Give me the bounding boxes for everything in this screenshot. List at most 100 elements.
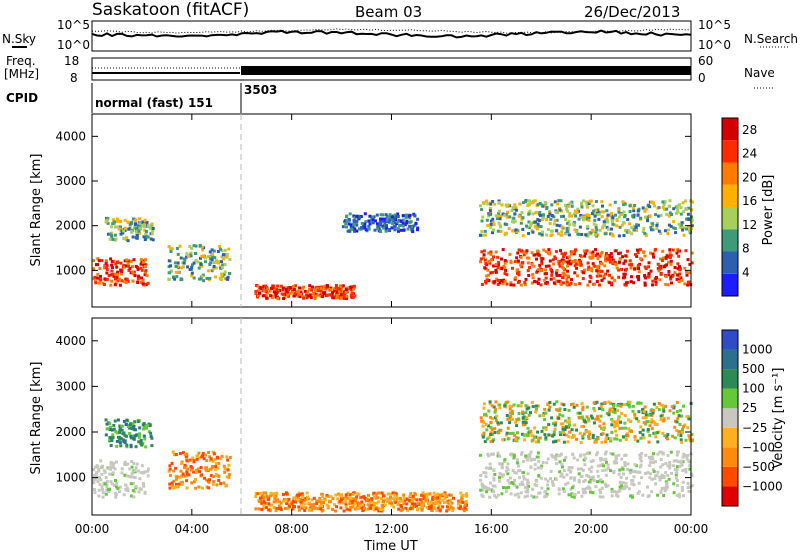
heatmap-cell (615, 420, 619, 424)
heatmap-cell (123, 441, 127, 445)
heatmap-cell (422, 497, 426, 501)
heatmap-cell (104, 433, 108, 437)
heatmap-cell (208, 250, 212, 254)
heatmap-cell (390, 226, 394, 230)
heatmap-cell (490, 452, 494, 456)
heatmap-cell (601, 408, 605, 412)
heatmap-cell (443, 497, 447, 501)
heatmap-cell (412, 502, 416, 506)
heatmap-cell (500, 203, 504, 207)
heatmap-cell (598, 254, 602, 258)
heatmap-cell (174, 270, 178, 274)
heatmap-cell (305, 293, 309, 297)
colorbar-segment (722, 427, 738, 448)
heatmap-cell (375, 222, 379, 226)
heatmap-cell (594, 248, 597, 252)
heatmap-cell (661, 463, 665, 467)
heatmap-cell (544, 437, 548, 441)
heatmap-cell (621, 255, 624, 259)
heatmap-cell (522, 471, 526, 475)
heatmap-cell (567, 408, 571, 412)
heatmap-cell (498, 476, 501, 480)
heatmap-cell (125, 443, 129, 447)
heatmap-cell (546, 457, 550, 461)
heatmap-cell (371, 505, 375, 509)
heatmap-cell (611, 258, 615, 262)
heatmap-cell (648, 464, 652, 468)
heatmap-cell (566, 221, 569, 225)
heatmap-cell (506, 468, 510, 472)
heatmap-cell (410, 502, 414, 506)
heatmap-cell (582, 432, 586, 436)
heatmap-cell (643, 215, 647, 219)
heatmap-cell (538, 436, 542, 440)
heatmap-cell (548, 401, 552, 404)
heatmap-cell (93, 491, 97, 495)
heatmap-cell (494, 408, 497, 412)
heatmap-cell (573, 271, 577, 275)
heatmap-cell (511, 229, 515, 233)
heatmap-cell (292, 285, 295, 288)
freq-label-1: Freq. (6, 54, 36, 68)
heatmap-cell (513, 203, 517, 207)
heatmap-cell (145, 235, 149, 239)
heatmap-cell (611, 452, 615, 456)
heatmap-cell (430, 509, 434, 512)
heatmap-cell (650, 427, 654, 431)
heatmap-cell (462, 509, 466, 513)
heatmap-cell (180, 482, 184, 486)
colorbar-tick-label: −25 (742, 421, 767, 435)
heatmap-cell (300, 492, 304, 496)
heatmap-cell (669, 277, 673, 281)
heatmap-cell (688, 437, 692, 441)
heatmap-cell (296, 290, 300, 294)
heatmap-cell (306, 495, 309, 499)
colorbar-segment (722, 388, 738, 409)
heatmap-cell (321, 295, 325, 299)
heatmap-cell (638, 453, 642, 457)
heatmap-cell (510, 409, 514, 413)
colorbar-tick-label: −500 (742, 460, 775, 474)
heatmap-cell (220, 255, 224, 259)
heatmap-cell (228, 272, 232, 276)
heatmap-cell (536, 466, 540, 470)
heatmap-cell (497, 212, 501, 215)
heatmap-cell (225, 255, 229, 259)
heatmap-cell (545, 280, 549, 284)
heatmap-cell (388, 218, 392, 222)
heatmap-cell (484, 261, 488, 265)
heatmap-cell (592, 478, 596, 482)
heatmap-cell (521, 227, 525, 231)
heatmap-cell (389, 495, 392, 499)
heatmap-cell (490, 417, 494, 421)
heatmap-cell (646, 219, 650, 223)
heatmap-cell (436, 506, 440, 510)
heatmap-cell (126, 264, 130, 268)
heatmap-cell (685, 207, 689, 211)
heatmap-cell (686, 283, 690, 287)
heatmap-cell (484, 466, 488, 470)
heatmap-cell (664, 486, 667, 490)
heatmap-cell (442, 501, 446, 504)
heatmap-cell (480, 250, 484, 254)
heatmap-cell (115, 217, 119, 221)
heatmap-cell (605, 225, 609, 229)
heatmap-cell (380, 217, 384, 221)
heatmap-cell (552, 281, 556, 285)
heatmap-cell (379, 230, 383, 233)
heatmap-cell (570, 278, 573, 282)
heatmap-cell (611, 410, 615, 414)
heatmap-cell (138, 217, 141, 221)
heatmap-cell (641, 433, 645, 437)
heatmap-cell (564, 482, 568, 486)
heatmap-cell (599, 464, 602, 468)
heatmap-cell (172, 275, 176, 279)
heatmap-cell (641, 407, 645, 411)
heatmap-cell (635, 417, 639, 421)
heatmap-cell (218, 276, 222, 280)
heatmap-cell (651, 228, 655, 232)
heatmap-cell (496, 451, 500, 455)
heatmap-cell (146, 469, 150, 473)
heatmap-cell (610, 423, 614, 427)
heatmap-cell (594, 208, 598, 212)
